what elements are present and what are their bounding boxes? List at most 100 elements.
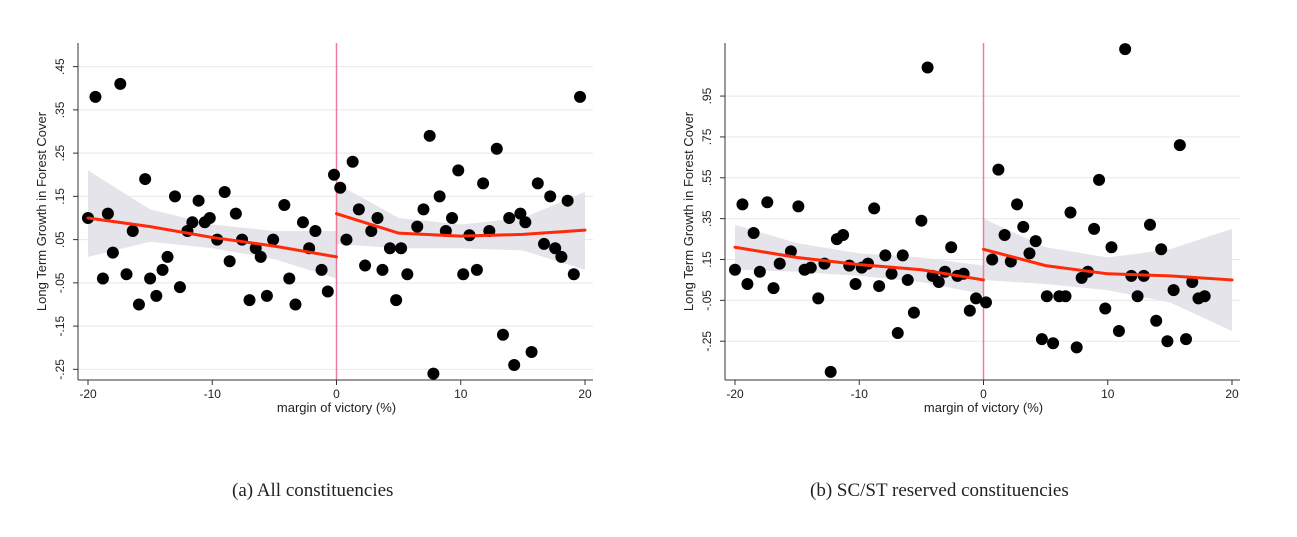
x-tick-label: 10 — [454, 387, 468, 401]
scatter-point — [873, 280, 886, 293]
scatter-point — [411, 220, 424, 233]
scatter-point — [1161, 335, 1174, 348]
x-tick-label: -10 — [851, 387, 869, 401]
scatter-point — [371, 211, 384, 224]
scatter-point — [161, 250, 174, 263]
scatter-point — [901, 273, 914, 286]
x-tick-label: 20 — [1225, 387, 1239, 401]
scatter-point — [1029, 235, 1042, 248]
scatter-point — [477, 177, 490, 190]
scatter-point — [229, 207, 242, 220]
scatter-point — [567, 268, 580, 281]
y-axis-title: Long Term Growth in Forest Cover — [681, 111, 696, 311]
scatter-point — [843, 259, 856, 272]
scatter-point — [1035, 333, 1048, 346]
scatter-point — [89, 90, 102, 103]
scatter-point — [544, 190, 557, 203]
fit-line-right — [335, 212, 587, 238]
y-tick-label: .05 — [53, 231, 67, 248]
scatter-point — [891, 327, 904, 340]
scatter-point — [352, 203, 365, 216]
scatter-point — [773, 257, 786, 270]
scatter-point — [395, 242, 408, 255]
scatter-point — [1040, 290, 1053, 303]
scatter-point — [1047, 337, 1060, 350]
scatter-point — [574, 90, 587, 103]
y-tick-label: .35 — [53, 101, 67, 118]
scatter-point — [767, 282, 780, 295]
scatter-point — [1059, 290, 1072, 303]
scatter-point — [417, 203, 430, 216]
scatter-point — [729, 263, 741, 276]
scatter-point — [1198, 290, 1211, 303]
scatter-point — [1105, 241, 1118, 254]
scatter-point — [144, 272, 157, 285]
scatter-point — [932, 275, 945, 288]
scatter-point — [168, 190, 181, 203]
scatter-point — [921, 61, 934, 74]
y-tick-label: .35 — [700, 210, 714, 227]
scatter-point — [1112, 325, 1125, 338]
scatter-point — [837, 228, 850, 241]
y-tick-label: -.25 — [700, 331, 714, 352]
scatter-point — [1023, 247, 1036, 260]
scatter-point — [741, 278, 754, 291]
scatter-point — [1064, 206, 1077, 219]
scatter-point — [120, 268, 133, 281]
scatter-point — [359, 259, 372, 272]
scatter-point — [963, 304, 976, 317]
scatter-point — [315, 263, 328, 276]
scatter-point — [328, 168, 341, 181]
scatter-point — [114, 77, 127, 90]
scatter-point — [992, 163, 1005, 176]
scatter-point — [998, 228, 1011, 241]
fit-line-left — [86, 216, 338, 259]
scatter-point — [423, 129, 436, 142]
scatter-point — [537, 237, 550, 250]
scatter-point — [283, 272, 296, 285]
scatter-point — [96, 272, 109, 285]
scatter-point — [433, 190, 446, 203]
scatter-point — [555, 250, 568, 263]
scatter-point — [457, 268, 470, 281]
y-tick-label: -.15 — [53, 315, 67, 336]
scatter-point — [896, 249, 909, 262]
x-axis-title: margin of victory (%) — [277, 400, 396, 415]
y-tick-label: .25 — [53, 144, 67, 161]
scatter-point — [792, 200, 805, 213]
scatter-point — [427, 367, 440, 380]
y-tick-label: .55 — [700, 169, 714, 186]
scatter-point — [132, 298, 145, 311]
y-tick-label: .15 — [53, 188, 67, 205]
y-tick-label: .75 — [700, 128, 714, 145]
scatter-point — [1119, 43, 1132, 56]
scatter-point — [784, 245, 797, 258]
scatter-point — [1173, 139, 1186, 152]
scatter-point — [824, 365, 837, 378]
y-tick-label: .95 — [700, 87, 714, 104]
scatter-point — [1180, 333, 1193, 346]
panel-a-all-constituencies: -.25 -.15 -.05 .05 .15 .25 .35 .45 -20 -10 0 10 20 ma… — [34, 43, 593, 415]
scatter-point — [150, 289, 163, 302]
scatter-point — [519, 216, 532, 229]
scatter-point — [139, 173, 152, 186]
scatter-point — [812, 292, 825, 305]
scatter-point — [289, 298, 302, 311]
scatter-point — [970, 292, 983, 305]
y-tick-label: -.05 — [700, 290, 714, 311]
scatter-point — [278, 199, 291, 212]
scatter-point — [218, 186, 231, 199]
scatter-point — [549, 242, 562, 255]
caption-panel-b: (b) SC/ST reserved constituencies — [810, 480, 1069, 501]
scatter-point — [309, 224, 322, 237]
scatter-point — [508, 359, 521, 372]
scatter-point — [186, 216, 199, 229]
scatter-point — [254, 250, 267, 263]
scatter-point — [986, 253, 999, 266]
x-tick-label: 20 — [578, 387, 592, 401]
panel-b-sc-st-reserved: -.25 -.05 .15 .35 .55 .75 .95 -20 -10 0 10 20 margin… — [681, 43, 1240, 415]
x-tick-label: -20 — [79, 387, 97, 401]
scatter-point — [1070, 341, 1083, 354]
x-tick-label: 0 — [333, 387, 340, 401]
